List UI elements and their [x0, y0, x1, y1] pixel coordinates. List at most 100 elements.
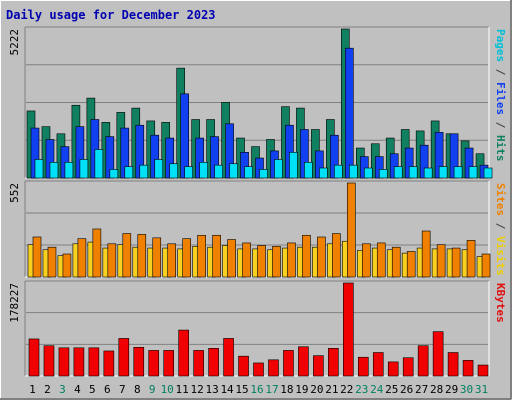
x-label-day-17: 17	[265, 383, 278, 396]
x-label-day-31: 31	[475, 383, 488, 396]
bar-kbytes-16	[253, 362, 264, 377]
panel-1: 5222 Pages / Files / Hits	[8, 26, 507, 179]
x-label-day-26: 26	[400, 383, 413, 396]
legend-part: Hits	[494, 135, 507, 162]
bar-sites-5	[92, 228, 102, 278]
bar-sites-6	[107, 243, 117, 278]
bar-pages-26	[408, 166, 418, 179]
bar-kbytes-22	[343, 282, 354, 377]
bar-pages-11	[184, 166, 193, 179]
x-label-day-19: 19	[295, 383, 308, 396]
bar-kbytes-26	[402, 357, 414, 377]
legend-part: /	[494, 216, 507, 236]
bar-sites-16	[257, 245, 266, 278]
bar-kbytes-27	[417, 345, 429, 377]
y-max-label: 178227	[8, 283, 21, 323]
bar-pages-12	[199, 162, 208, 179]
bar-pages-28	[438, 166, 448, 179]
bar-sites-27	[421, 230, 431, 278]
x-label-day-5: 5	[89, 383, 96, 396]
bar-kbytes-25	[387, 361, 399, 377]
x-label-day-14: 14	[220, 383, 234, 396]
x-label-day-4: 4	[74, 383, 81, 396]
bar-kbytes-19	[298, 346, 309, 377]
y-max-label: 5222	[8, 29, 21, 56]
bar-kbytes-29	[447, 352, 459, 377]
bar-kbytes-30	[462, 360, 474, 377]
bar-pages-24	[378, 169, 388, 179]
bar-kbytes-4	[73, 347, 85, 377]
bar-pages-6	[109, 169, 119, 179]
bar-kbytes-31	[477, 364, 489, 377]
bar-kbytes-8	[133, 347, 145, 377]
bar-pages-1	[34, 159, 44, 179]
bar-sites-2	[47, 246, 57, 278]
x-label-day-11: 11	[176, 383, 189, 396]
bar-pages-15	[244, 166, 253, 179]
bar-sites-12	[197, 234, 206, 278]
legend-part: Pages	[494, 29, 507, 62]
x-label-day-7: 7	[119, 383, 126, 396]
legend-3: KBytes	[494, 283, 507, 323]
x-label-day-30: 30	[460, 383, 473, 396]
bar-sites-22	[347, 182, 356, 278]
x-label-day-1: 1	[29, 383, 36, 396]
bar-sites-21	[332, 233, 341, 278]
x-label-day-29: 29	[445, 383, 458, 396]
x-label-day-23: 23	[355, 383, 368, 396]
bar-sites-10	[167, 243, 177, 278]
bar-kbytes-17	[268, 359, 279, 377]
legend-part: Visits	[494, 236, 507, 276]
bar-kbytes-7	[118, 338, 130, 377]
legend-part: Sites	[494, 183, 507, 216]
legend-part: /	[494, 115, 507, 135]
bar-sites-23	[361, 243, 371, 278]
bar-kbytes-2	[43, 345, 55, 377]
bar-sites-14	[227, 239, 236, 278]
x-label-day-16: 16	[250, 383, 263, 396]
bar-pages-2	[49, 162, 59, 179]
bar-sites-30	[466, 240, 476, 278]
legend-part: KBytes	[494, 283, 507, 323]
chart-title: Daily usage for December 2023	[6, 8, 216, 22]
x-label-day-6: 6	[104, 383, 111, 396]
bar-sites-20	[317, 236, 326, 278]
bar-sites-13	[212, 234, 221, 278]
legend-part: /	[494, 62, 507, 82]
bar-pages-5	[94, 149, 104, 179]
bar-kbytes-3	[58, 347, 70, 377]
bar-sites-9	[152, 237, 162, 278]
bar-sites-4	[77, 238, 87, 278]
bar-kbytes-13	[208, 348, 219, 377]
bar-kbytes-6	[103, 350, 115, 377]
bar-sites-29	[451, 247, 461, 278]
x-label-day-8: 8	[134, 383, 141, 396]
x-label-day-3: 3	[59, 383, 66, 396]
y-max-label: 552	[8, 183, 21, 203]
bar-kbytes-14	[223, 338, 234, 377]
bar-kbytes-21	[328, 348, 339, 377]
bar-sites-26	[406, 251, 416, 278]
bar-kbytes-10	[163, 350, 175, 377]
bar-kbytes-12	[193, 350, 204, 377]
bar-kbytes-9	[148, 350, 160, 377]
bar-pages-20	[319, 167, 328, 179]
x-label-day-28: 28	[430, 383, 443, 396]
bar-pages-7	[124, 166, 134, 179]
x-label-day-20: 20	[310, 383, 323, 396]
bar-sites-25	[391, 246, 401, 278]
bar-pages-16	[259, 169, 268, 179]
bar-pages-10	[169, 163, 179, 179]
bar-pages-25	[393, 166, 403, 179]
bar-pages-3	[64, 162, 74, 179]
bar-sites-7	[122, 233, 132, 278]
bar-kbytes-24	[372, 352, 384, 377]
bar-pages-22	[349, 164, 358, 179]
bar-sites-31	[481, 253, 491, 278]
bar-kbytes-28	[432, 331, 444, 377]
bar-files-22	[345, 47, 354, 179]
bar-pages-14	[229, 163, 238, 179]
bar-pages-13	[214, 164, 223, 179]
bar-pages-31	[483, 167, 493, 179]
